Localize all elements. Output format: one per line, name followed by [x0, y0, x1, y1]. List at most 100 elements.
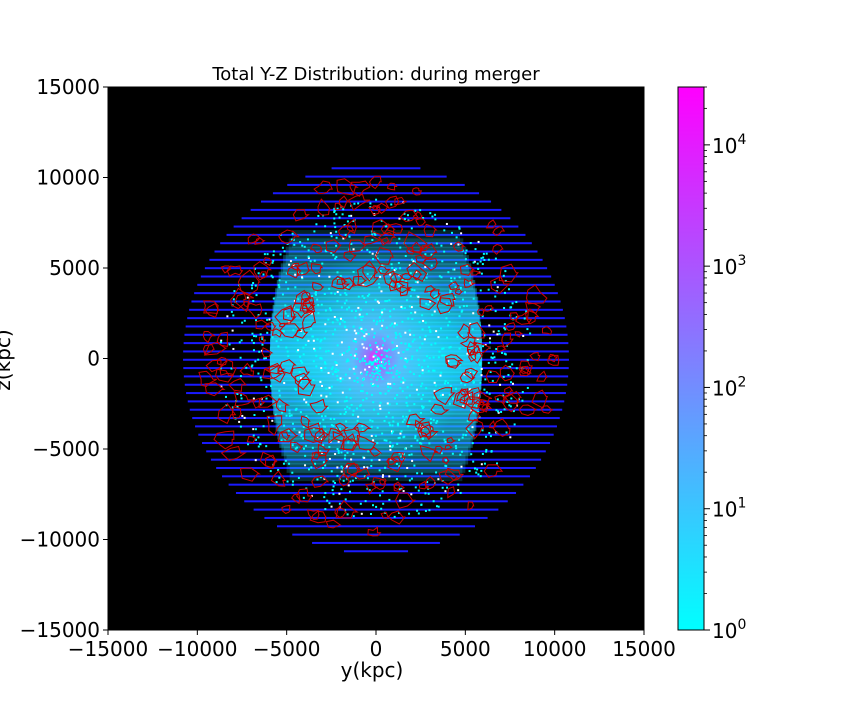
colorbar-tick-label: 101 [712, 496, 746, 522]
density-speckle [430, 428, 433, 431]
density-speckle [241, 414, 244, 417]
density-speckle [404, 366, 407, 369]
density-speckle [247, 443, 250, 446]
contour-line [468, 322, 486, 339]
density-speckle [319, 340, 322, 343]
density-speckle [482, 252, 485, 255]
density-speckle [365, 397, 368, 400]
density-speckle [461, 298, 464, 301]
density-speckle [445, 317, 448, 320]
density-speckle [433, 369, 436, 372]
density-speckle [371, 371, 374, 374]
density-speckle [410, 477, 413, 480]
density-speckle [342, 208, 345, 211]
contour-line [258, 394, 279, 408]
contour-line [219, 359, 237, 376]
density-speckle [458, 306, 461, 309]
density-speckle [326, 407, 329, 410]
contour-line [234, 292, 255, 313]
density-speckle [288, 409, 291, 412]
contour-line [290, 366, 311, 383]
density-speckle [469, 388, 472, 391]
density-speckle [371, 238, 374, 241]
contour-line [374, 246, 394, 265]
density-speckle [458, 438, 461, 441]
contour-line [368, 204, 381, 216]
density-speckle [327, 349, 330, 352]
density-speckle [254, 284, 257, 287]
density-speckle [395, 478, 398, 481]
density-speckle [361, 390, 364, 393]
contour-line [266, 415, 283, 436]
density-speckle [342, 479, 345, 482]
density-speckle [357, 415, 360, 418]
density-speckle [330, 385, 333, 388]
density-speckle [433, 389, 436, 392]
contour-line [313, 427, 326, 444]
density-speckle [470, 453, 473, 456]
density-speckle [370, 425, 373, 428]
density-speckle [336, 375, 339, 378]
density-speckle [357, 202, 360, 205]
contour-line [237, 269, 261, 296]
density-speckle [268, 318, 271, 321]
density-speckle [433, 295, 436, 298]
density-speckle [385, 439, 388, 442]
contour-line [467, 409, 482, 422]
density-speckle [462, 405, 465, 408]
contour-line [294, 327, 309, 339]
density-speckle [483, 462, 486, 465]
density-speckle [413, 289, 416, 292]
contour-line [270, 470, 287, 487]
density-speckle [390, 203, 393, 206]
density-speckle [339, 412, 342, 415]
contour-line [529, 351, 541, 362]
contour-line [386, 182, 398, 191]
density-speckle [415, 427, 418, 430]
density-speckle [509, 436, 512, 439]
density-speckle [415, 271, 418, 274]
density-speckle [355, 353, 358, 356]
contour-line [477, 308, 485, 317]
density-speckle [265, 385, 268, 388]
density-speckle [442, 430, 445, 433]
contour-line [349, 180, 371, 197]
density-speckle [333, 481, 336, 484]
density-speckle [432, 369, 435, 372]
density-speckle [308, 311, 311, 314]
density-speckle [375, 323, 378, 326]
density-speckle [466, 419, 469, 422]
density-speckle [305, 415, 308, 418]
density-speckle [335, 255, 338, 258]
density-speckle [482, 256, 485, 259]
contour-line [338, 224, 355, 240]
density-speckle [353, 202, 356, 205]
density-speckle [448, 393, 451, 396]
density-speckle [335, 244, 338, 247]
contour-line [499, 364, 516, 382]
contour-line [448, 281, 460, 291]
density-speckle [350, 309, 353, 312]
density-speckle [403, 379, 406, 382]
density-speckle [288, 415, 291, 418]
density-speckle [297, 308, 300, 311]
density-speckle [345, 399, 348, 402]
density-speckle [334, 453, 337, 456]
density-speckle [483, 258, 486, 261]
density-speckle [329, 309, 332, 312]
density-speckle [360, 372, 363, 375]
density-speckle [336, 344, 339, 347]
density-speckle [406, 359, 409, 362]
density-speckle [481, 452, 484, 455]
density-speckle [399, 246, 402, 249]
density-speckle [422, 217, 425, 220]
density-speckle [328, 287, 331, 290]
density-speckle [411, 317, 414, 320]
contour-line [483, 305, 495, 312]
y-axis-label: z(kpc) [0, 329, 15, 390]
density-speckle [412, 334, 415, 337]
contour-line [442, 456, 450, 465]
density-speckle [316, 298, 319, 301]
density-speckle [345, 328, 348, 331]
x-tick-label: 0 [370, 637, 383, 661]
